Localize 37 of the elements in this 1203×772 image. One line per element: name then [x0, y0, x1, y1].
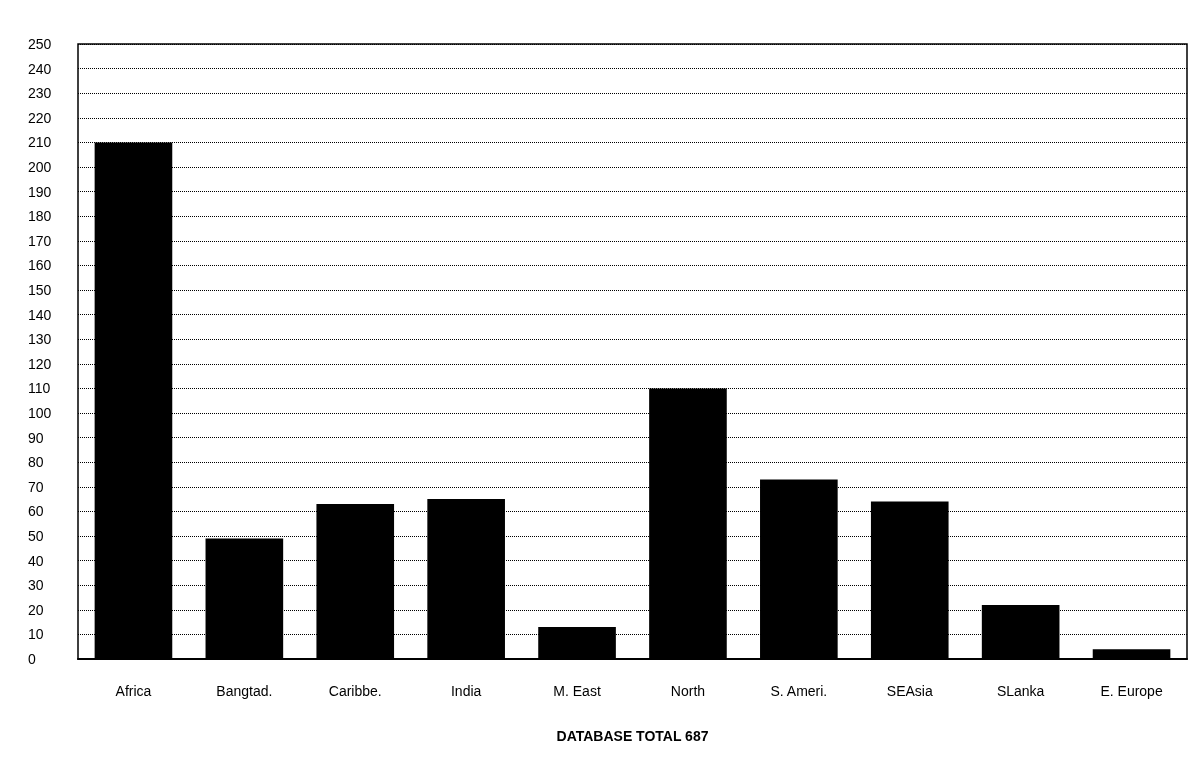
x-tick-label: India	[450, 683, 482, 699]
y-tick-label: 210	[28, 134, 52, 151]
y-tick-label: 250	[28, 36, 52, 52]
y-tick-label: 130	[28, 331, 52, 348]
y-tick-label: 200	[28, 159, 52, 175]
x-tick-label: Bangtad.	[216, 683, 273, 699]
y-tick-label: 20	[28, 601, 44, 618]
x-axis-title: DATABASE TOTAL 687	[556, 728, 709, 744]
y-tick-label: 80	[28, 454, 44, 471]
y-tick-label: 120	[28, 355, 52, 372]
x-tick-label: SEAsia	[886, 683, 933, 699]
y-tick-label: 90	[28, 429, 44, 446]
x-tick-label: Caribbe.	[328, 683, 382, 699]
y-tick-label: 170	[28, 232, 52, 249]
y-tick-label: 150	[28, 282, 52, 298]
y-tick-label: 10	[28, 626, 44, 643]
x-tick-label: North	[670, 683, 706, 699]
y-tick-label: 100	[28, 405, 52, 421]
x-tick-label: S. Ameri.	[770, 683, 828, 699]
y-tick-label: 160	[28, 257, 52, 274]
y-tick-label: 110	[28, 380, 51, 397]
y-tick-label: 0	[28, 651, 36, 667]
x-tick-label: E. Europe	[1100, 683, 1163, 699]
y-tick-label: 40	[28, 552, 44, 569]
y-tick-label: 180	[28, 208, 52, 225]
y-tick-label: 230	[28, 85, 52, 102]
x-tick-label: Africa	[115, 683, 152, 699]
y-tick-label: 50	[28, 528, 44, 544]
x-tick-label: SLanka	[996, 683, 1045, 699]
x-tick-label: M. East	[553, 683, 601, 699]
y-tick-label: 60	[28, 503, 44, 520]
y-tick-label: 70	[28, 478, 44, 495]
y-tick-label: 140	[28, 306, 52, 323]
y-tick-label: 30	[28, 577, 44, 594]
y-tick-label: 240	[28, 60, 52, 77]
y-tick-label: 190	[28, 183, 52, 200]
y-tick-label: 220	[28, 109, 52, 126]
